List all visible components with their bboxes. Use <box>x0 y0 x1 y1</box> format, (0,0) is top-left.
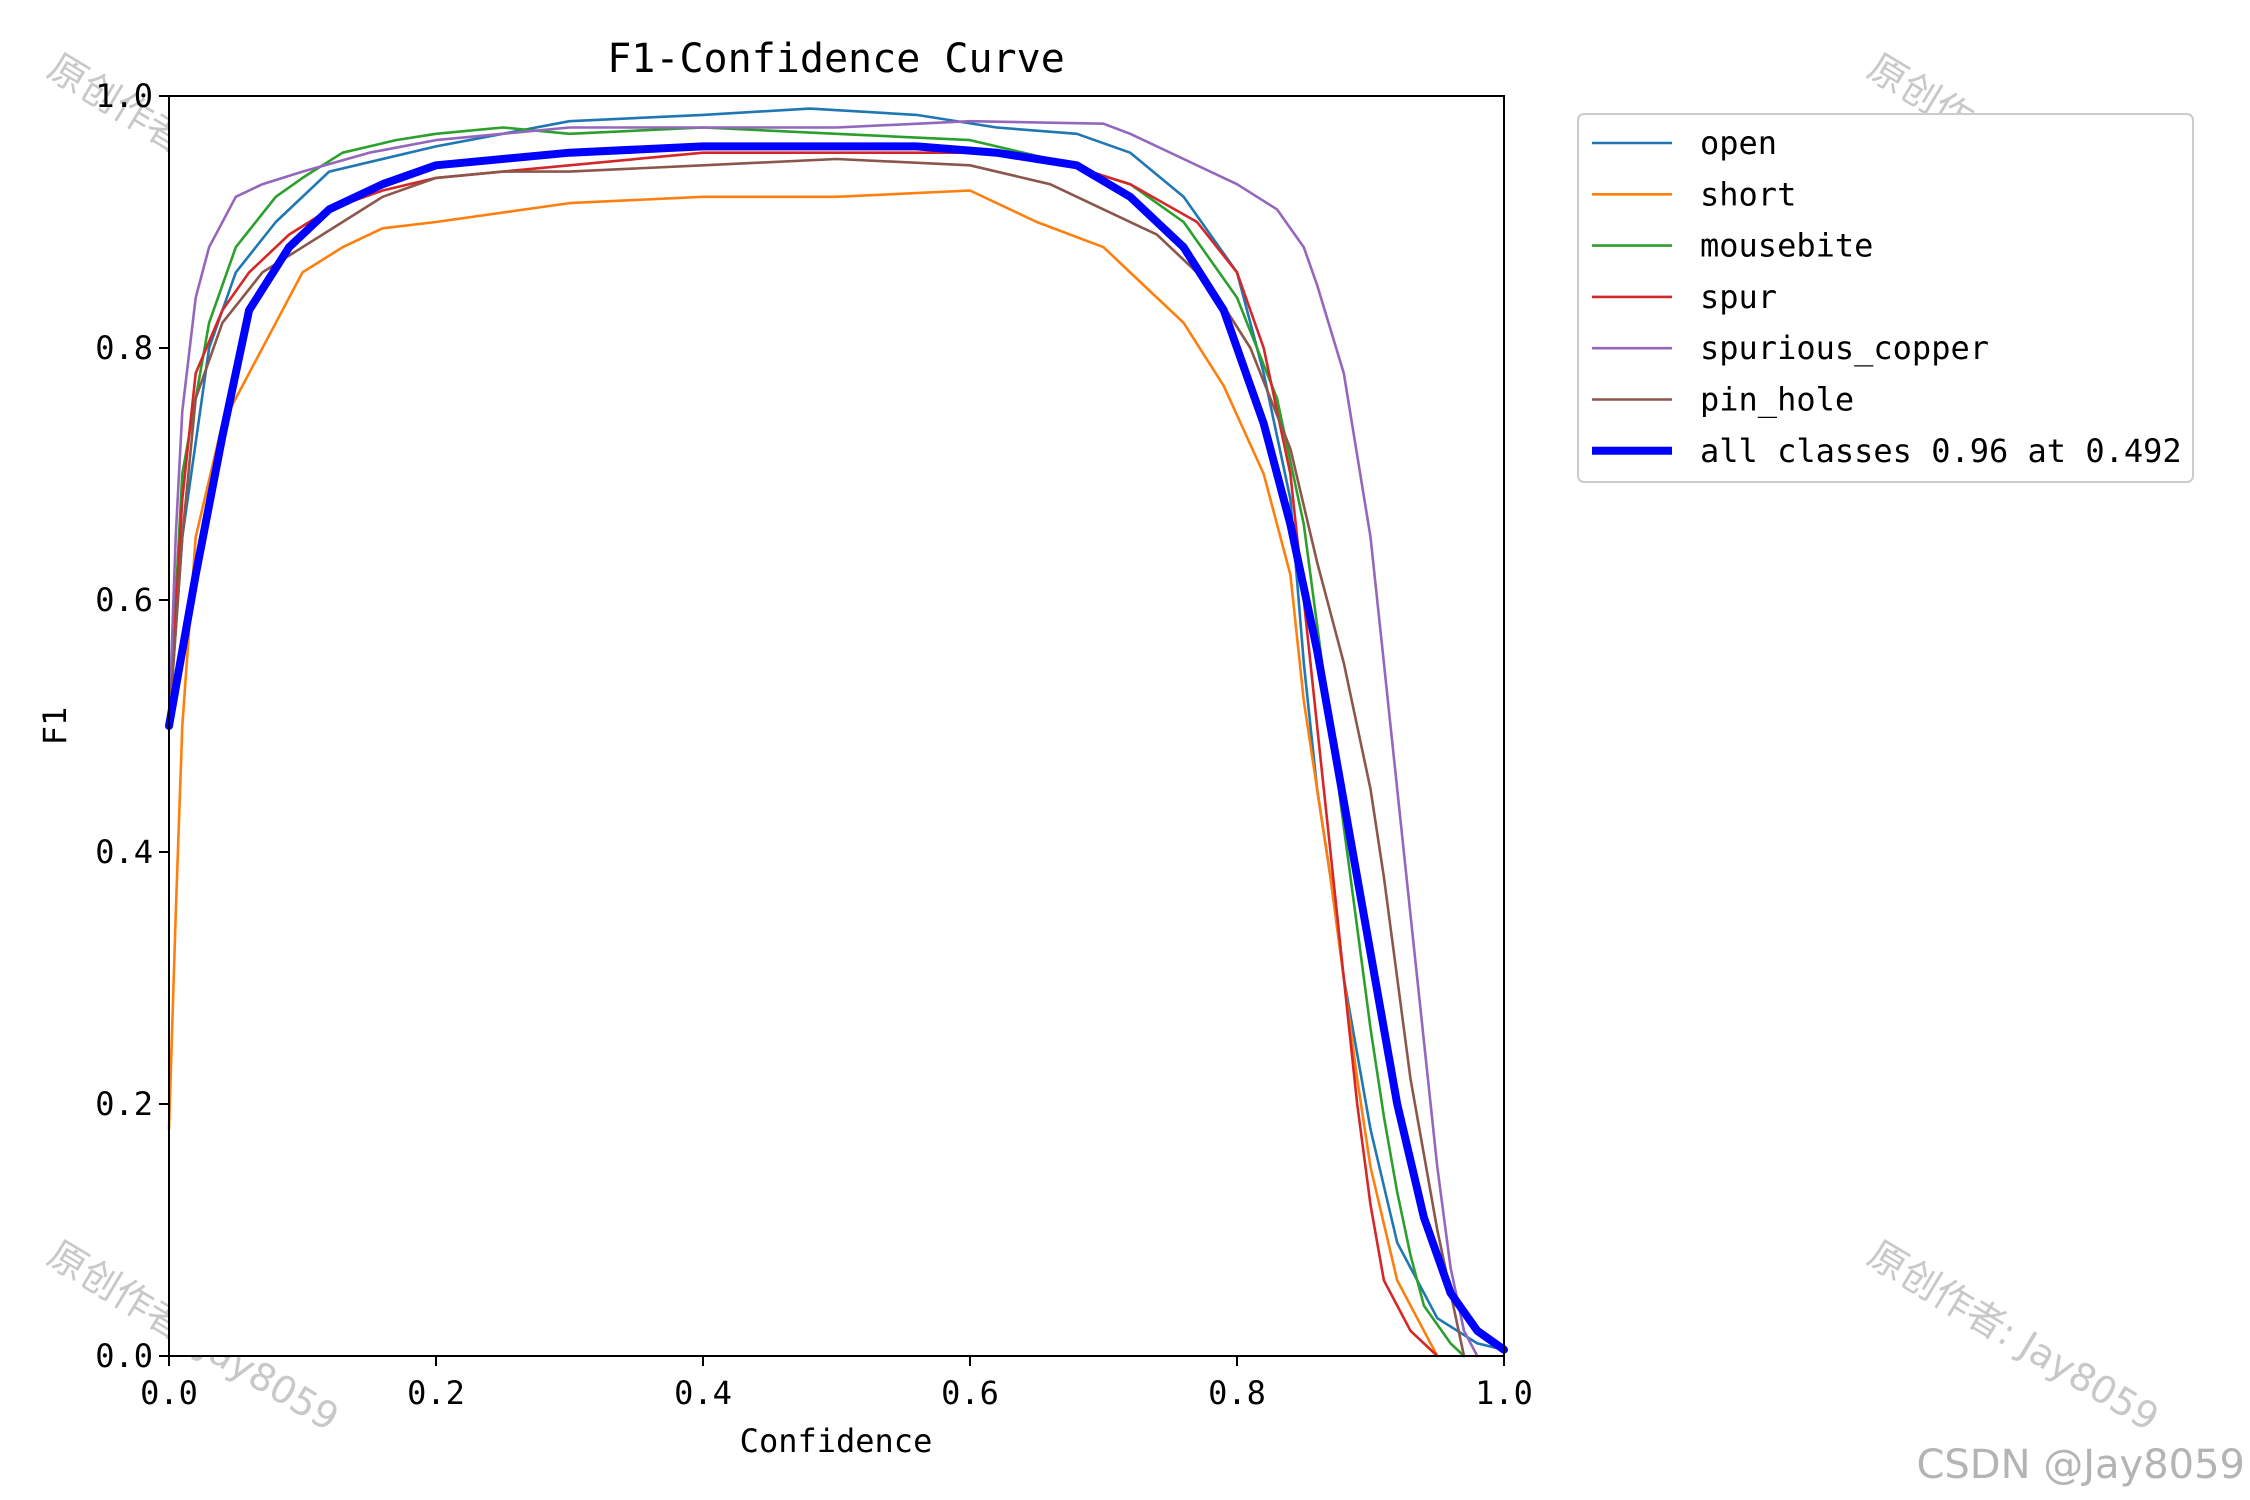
x-axis: 0.0 0.2 0.4 0.6 0.8 1.0 <box>140 1356 1533 1412</box>
y-tick-label: 0.6 <box>95 581 153 619</box>
y-axis: 0.0 0.2 0.4 0.6 0.8 1.0 <box>95 77 169 1375</box>
legend-label-4: spurious_copper <box>1700 329 1989 367</box>
x-tick-label: 0.4 <box>674 1374 732 1412</box>
watermark: 原创作者: Jay8059 <box>1860 1232 2166 1440</box>
x-tick-label: 0.0 <box>140 1374 198 1412</box>
legend-label-5: pin_hole <box>1700 381 1854 419</box>
legend-box <box>1577 113 2194 483</box>
y-tick-label: 0.0 <box>95 1337 153 1375</box>
x-tick-label: 0.6 <box>941 1374 999 1412</box>
plot-border <box>168 95 1505 1357</box>
chart-title: F1-Confidence Curve <box>607 36 1065 82</box>
y-tick-label: 0.2 <box>95 1085 153 1123</box>
legend-label-1: short <box>1700 175 1796 213</box>
legend-label-3: spur <box>1700 278 1777 316</box>
legend-label-2: mousebite <box>1700 227 1873 265</box>
legend-label-6: all classes 0.96 at 0.492 <box>1700 432 2182 470</box>
x-tick-label: 1.0 <box>1475 1374 1533 1412</box>
series-line-5 <box>167 157 1466 1358</box>
x-tick-label: 0.2 <box>407 1374 465 1412</box>
y-tick-label: 0.8 <box>95 329 153 367</box>
y-axis-label: F1 <box>36 707 74 746</box>
series-line-0 <box>167 107 1506 1351</box>
x-axis-label: Confidence <box>740 1422 933 1460</box>
series-line-4 <box>167 119 1479 1358</box>
legend-label-0: open <box>1700 124 1777 162</box>
plot-area <box>169 96 1504 1356</box>
csdn-credit: CSDN @Jay8059 <box>1916 1442 2245 1488</box>
legend: open short mousebite spur spurious_copperpin… <box>1577 113 2194 483</box>
y-tick-label: 0.4 <box>95 833 153 871</box>
y-tick-label: 1.0 <box>95 77 153 115</box>
series-line-6 <box>165 142 1508 1354</box>
x-tick-label: 0.8 <box>1208 1374 1266 1412</box>
series-layer <box>165 107 1508 1358</box>
